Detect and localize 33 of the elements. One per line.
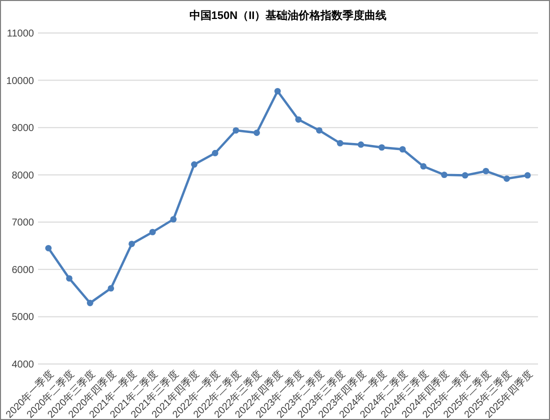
point bbox=[170, 216, 177, 223]
point bbox=[295, 116, 302, 123]
point bbox=[504, 175, 510, 182]
point bbox=[212, 150, 218, 156]
y-tick-label: 4000 bbox=[12, 360, 34, 370]
point bbox=[524, 172, 531, 179]
y-tick-label: 6000 bbox=[12, 264, 34, 276]
point bbox=[316, 127, 322, 134]
point bbox=[482, 168, 490, 174]
y-tick-label: 7000 bbox=[12, 218, 34, 229]
point bbox=[274, 88, 281, 94]
y-tick-label: 10000 bbox=[6, 76, 34, 87]
y-tick-label: 5000 bbox=[12, 312, 34, 324]
point bbox=[45, 244, 52, 252]
point bbox=[232, 127, 240, 134]
y-tick-label: 8000 bbox=[12, 170, 34, 182]
point bbox=[336, 140, 344, 146]
point bbox=[358, 141, 364, 148]
point bbox=[86, 300, 94, 306]
point bbox=[378, 144, 385, 151]
point bbox=[191, 161, 198, 168]
point bbox=[128, 240, 135, 248]
point bbox=[441, 172, 448, 178]
point bbox=[66, 275, 72, 282]
chart-title: 中国150N（II）基础油价格指数季度曲线 bbox=[189, 9, 387, 22]
point bbox=[462, 172, 468, 179]
point bbox=[108, 285, 114, 292]
point bbox=[399, 146, 406, 153]
point bbox=[149, 228, 156, 236]
y-tick-label: 9000 bbox=[12, 123, 34, 134]
point bbox=[254, 130, 260, 136]
y-tick-label: 11000 bbox=[6, 28, 34, 40]
point bbox=[420, 163, 427, 170]
